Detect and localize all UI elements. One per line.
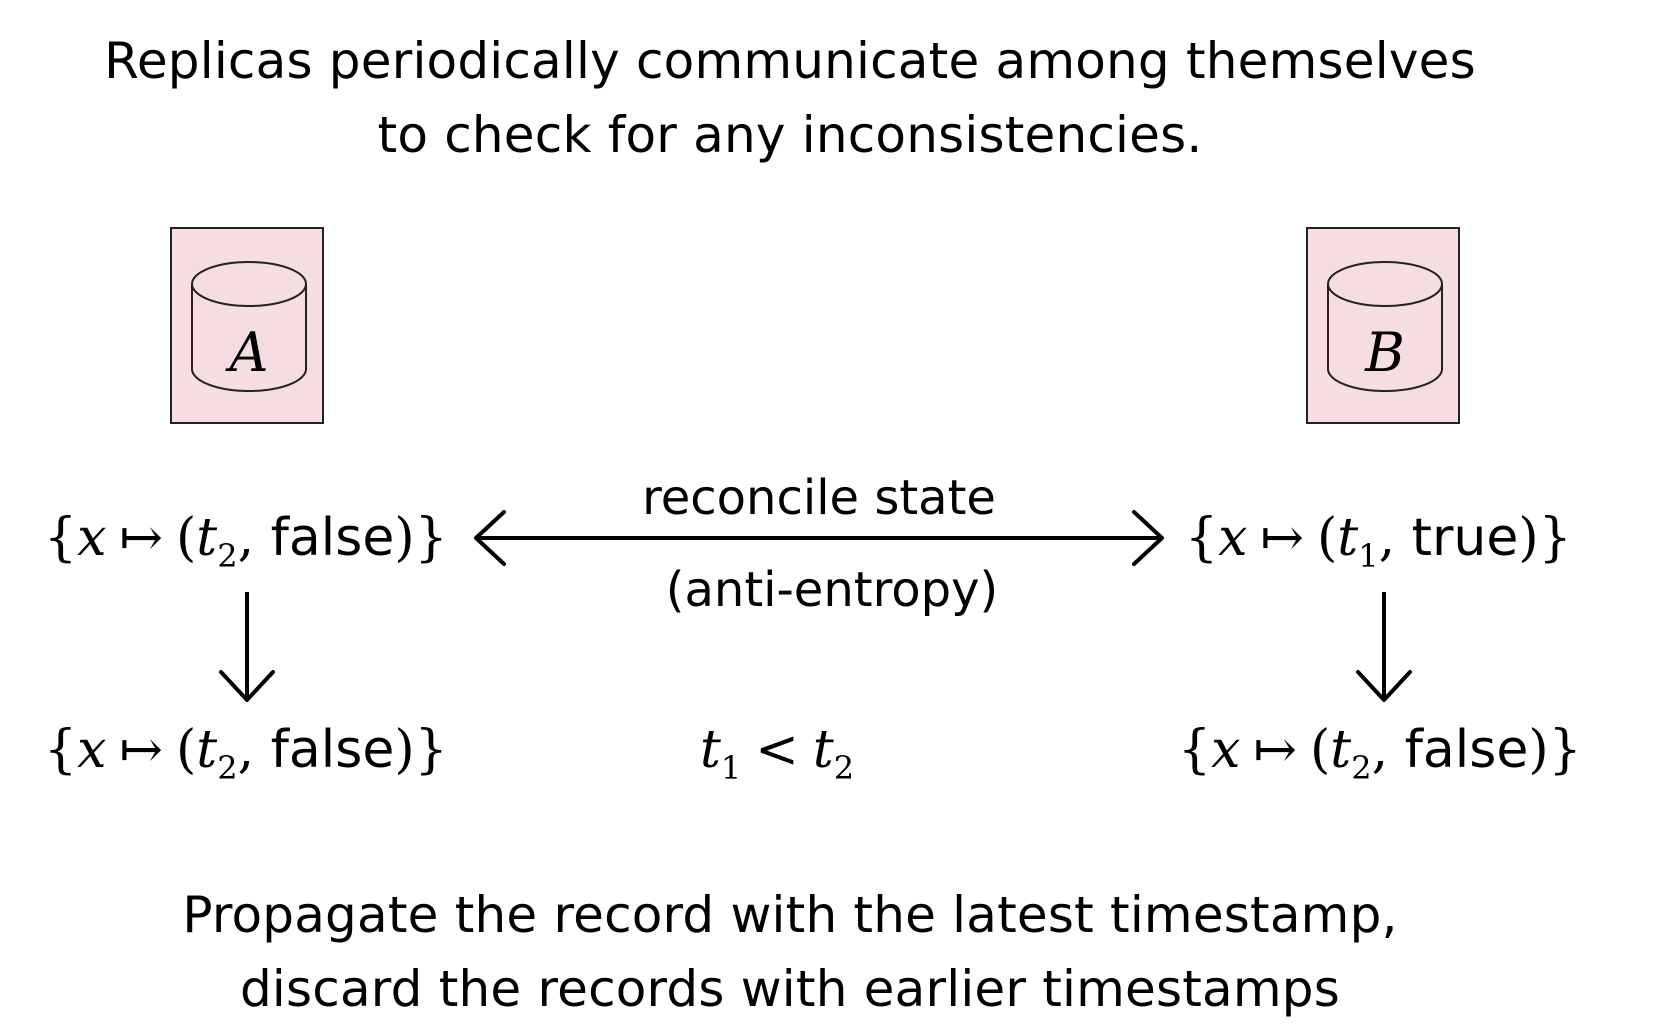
relation-right-var: t: [812, 720, 834, 780]
reconcile-arrow: [474, 510, 1164, 566]
record-value: true: [1411, 508, 1519, 568]
timestamp-var: t: [1330, 720, 1352, 780]
relation-left-subscript: 1: [720, 749, 742, 787]
key-var: x: [1211, 720, 1241, 780]
relation-left-var: t: [700, 720, 721, 780]
bottom-caption-line-1: Propagate the record with the latest tim…: [182, 886, 1398, 944]
timestamp-subscript: 2: [1351, 749, 1372, 787]
replica-b-node: B: [1306, 227, 1460, 424]
record-value: false: [1404, 720, 1529, 780]
record-value: false: [270, 720, 395, 780]
top-caption-line-2: to check for any inconsistencies.: [377, 106, 1203, 164]
maps-to-symbol: ↦: [1253, 720, 1297, 780]
reconcile-label: reconcile state: [642, 470, 996, 526]
relation-operator: <: [755, 720, 799, 780]
timestamp-relation: t1 < t2: [700, 718, 854, 800]
replica-a-state-after: {x ↦ (t2, false)}: [44, 720, 448, 787]
maps-to-symbol: ↦: [119, 508, 163, 568]
replica-b-state-before: {x ↦ (t1, true)}: [1185, 508, 1572, 575]
maps-to-symbol: ↦: [119, 720, 163, 780]
database-icon: [191, 261, 307, 392]
timestamp-var: t: [196, 508, 218, 568]
replica-a-update-arrow: [219, 592, 275, 702]
key-var: x: [1218, 508, 1248, 568]
replica-b-update-arrow: [1356, 592, 1412, 702]
timestamp-subscript: 2: [217, 537, 238, 575]
replica-a-node: A: [170, 227, 324, 424]
key-var: x: [77, 720, 107, 780]
timestamp-var: t: [1337, 508, 1359, 568]
maps-to-symbol: ↦: [1260, 508, 1304, 568]
database-icon: [1327, 261, 1443, 392]
timestamp-var: t: [196, 720, 218, 780]
replica-a-label: A: [229, 321, 269, 384]
relation-right-subscript: 2: [833, 749, 855, 787]
key-var: x: [77, 508, 107, 568]
bottom-caption-line-2: discard the records with earlier timesta…: [239, 960, 1340, 1018]
anti-entropy-label: (anti-entropy): [665, 562, 999, 618]
replica-a-state-before: {x ↦ (t2, false)}: [44, 508, 448, 575]
timestamp-subscript: 2: [217, 749, 238, 787]
record-value: false: [270, 508, 395, 568]
top-caption: Replicas periodically communicate among …: [0, 24, 1580, 172]
replica-b-state-after: {x ↦ (t2, false)}: [1178, 720, 1582, 787]
replica-b-label: B: [1365, 321, 1405, 384]
bottom-caption: Propagate the record with the latest tim…: [0, 878, 1580, 1026]
top-caption-line-1: Replicas periodically communicate among …: [104, 32, 1476, 90]
timestamp-subscript: 1: [1358, 537, 1379, 575]
